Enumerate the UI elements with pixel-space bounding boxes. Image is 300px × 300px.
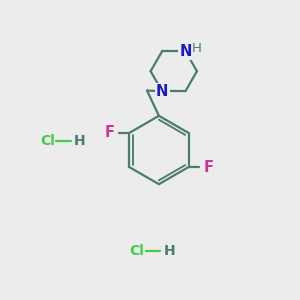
Text: N: N [156,84,168,99]
Text: H: H [192,42,202,55]
Text: Cl: Cl [129,244,144,258]
Text: H: H [74,134,86,148]
Text: F: F [203,160,213,175]
Text: F: F [104,125,115,140]
Text: H: H [164,244,175,258]
Text: N: N [179,44,192,59]
Text: Cl: Cl [40,134,55,148]
